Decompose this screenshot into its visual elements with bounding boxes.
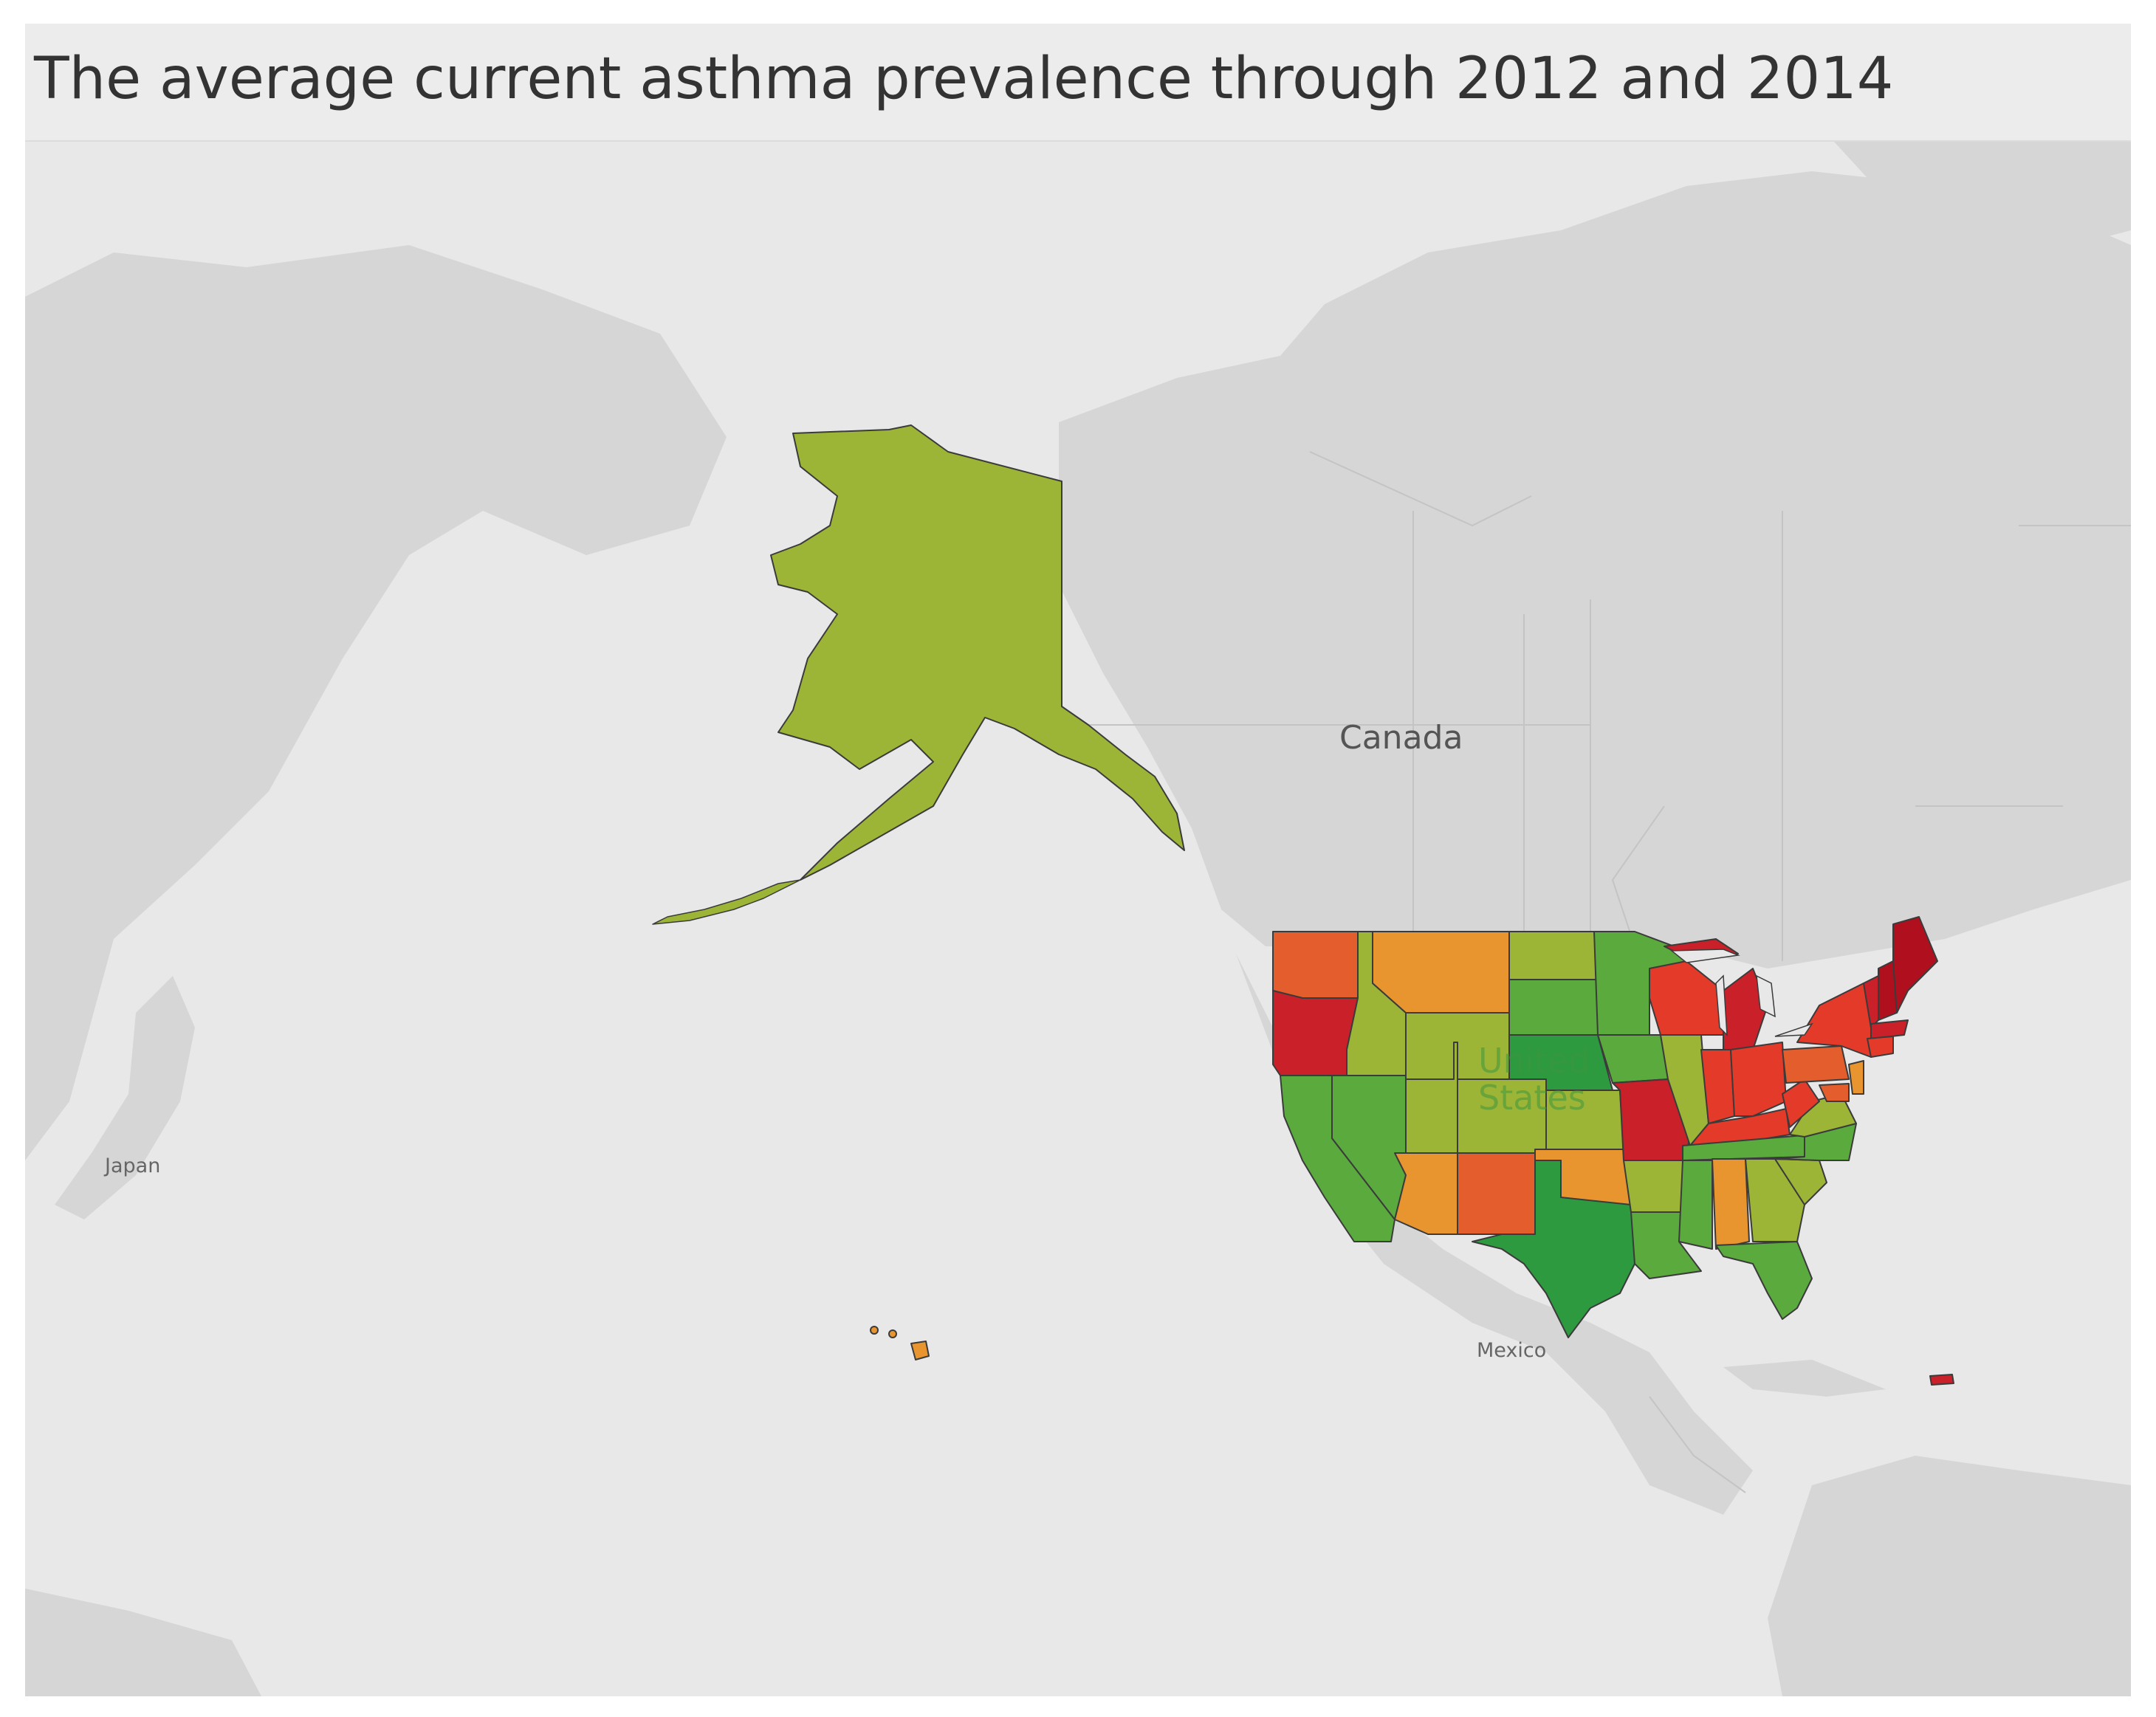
- land-mexico: [1236, 954, 1753, 1515]
- page-title: The average current asthma prevalence th…: [34, 46, 1894, 112]
- state-ohio[interactable]: [1730, 1042, 1787, 1117]
- state-new-mexico[interactable]: [1457, 1152, 1536, 1235]
- map-viz-frame: The average current asthma prevalence th…: [25, 24, 2131, 1696]
- state-michigan[interactable]: [1723, 968, 1768, 1050]
- label-united-states: United States: [1478, 1042, 1590, 1116]
- land-cuba: [1723, 1360, 1886, 1397]
- land-japan: [55, 976, 195, 1219]
- state-oregon[interactable]: [1272, 990, 1359, 1076]
- state-alabama[interactable]: [1712, 1158, 1750, 1250]
- state-hawaii[interactable]: [910, 1341, 930, 1360]
- state-south-dakota[interactable]: [1508, 979, 1599, 1036]
- state-alaska[interactable]: [770, 424, 1185, 881]
- state-florida[interactable]: [1715, 1241, 1813, 1320]
- state-texas[interactable]: [1472, 1160, 1635, 1338]
- state-washington[interactable]: [1272, 931, 1359, 999]
- state-puerto-rico[interactable]: [1929, 1374, 1954, 1386]
- state-pennsylvania[interactable]: [1782, 1045, 1850, 1084]
- label-canada: Canada: [1339, 719, 1463, 757]
- state-maryland[interactable]: [1819, 1083, 1850, 1102]
- land-bottom-left: [25, 1589, 261, 1696]
- state-west-virginia[interactable]: [1782, 1078, 1820, 1128]
- state-mississippi[interactable]: [1678, 1160, 1713, 1250]
- state-montana[interactable]: [1372, 931, 1510, 1014]
- land-south-america: [1768, 1456, 2131, 1696]
- label-united-states-line1: United: [1478, 1041, 1590, 1081]
- label-japan: Japan: [105, 1155, 161, 1177]
- state-new-jersey[interactable]: [1848, 1060, 1864, 1095]
- state-hawaii-islands[interactable]: [870, 1326, 879, 1335]
- us-states[interactable]: [652, 424, 1954, 1386]
- basemap-land: [25, 142, 2131, 1696]
- basemap-borders: [1059, 451, 2131, 1493]
- land-canada: [1059, 171, 2131, 968]
- state-connecticut[interactable]: [1867, 1036, 1894, 1058]
- state-hawaii-islands-2[interactable]: [888, 1329, 897, 1338]
- state-north-dakota[interactable]: [1508, 931, 1599, 980]
- state-arizona[interactable]: [1394, 1152, 1458, 1235]
- state-new-york[interactable]: [1796, 983, 1872, 1058]
- map-canvas[interactable]: Canada Mexico Japan United States: [25, 142, 2131, 1696]
- title-bar: The average current asthma prevalence th…: [25, 24, 2131, 142]
- state-wisconsin[interactable]: [1649, 960, 1724, 1036]
- state-alaska-aleutians[interactable]: [652, 879, 801, 925]
- label-united-states-line2: States: [1478, 1078, 1586, 1118]
- great-lakes: [1669, 949, 1813, 1037]
- state-georgia[interactable]: [1745, 1158, 1805, 1242]
- land-greenland: [1834, 142, 2131, 260]
- land-asia: [25, 245, 727, 1160]
- state-arkansas[interactable]: [1623, 1160, 1687, 1213]
- label-mexico: Mexico: [1477, 1339, 1547, 1362]
- state-maine[interactable]: [1892, 916, 1938, 1014]
- map-svg[interactable]: [25, 142, 2131, 1696]
- state-massachusetts[interactable]: [1870, 1019, 1909, 1039]
